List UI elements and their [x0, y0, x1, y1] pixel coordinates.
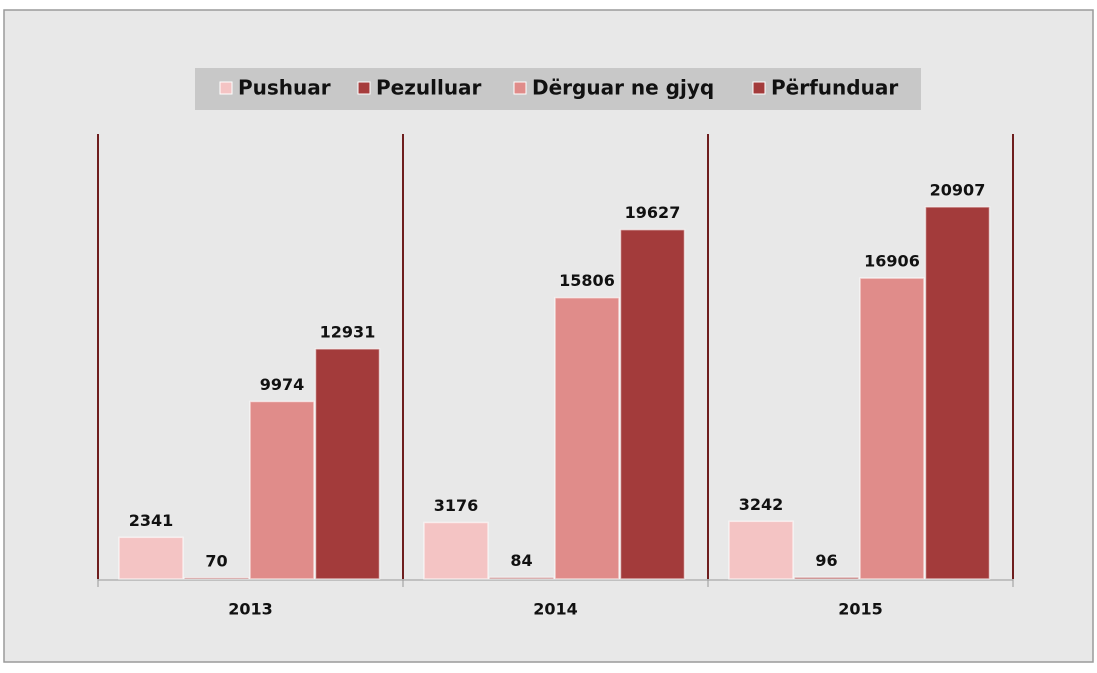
- value-label: 70: [205, 551, 227, 570]
- bar: [793, 576, 860, 580]
- legend-label: Pezulluar: [376, 76, 482, 100]
- legend-swatch: [219, 81, 233, 95]
- value-label: 20907: [930, 180, 986, 199]
- legend-swatch: [357, 81, 371, 95]
- value-label: 19627: [625, 203, 681, 222]
- bar: [924, 206, 991, 580]
- value-label: 96: [815, 551, 837, 570]
- bar: [118, 536, 184, 580]
- value-label: 12931: [320, 322, 376, 341]
- x-tick-label: 2014: [533, 600, 578, 619]
- bar: [554, 296, 620, 580]
- value-label: 3176: [434, 496, 479, 515]
- legend-label: Përfunduar: [771, 76, 898, 100]
- bar: [859, 277, 925, 580]
- value-label: 2341: [129, 511, 174, 530]
- bar: [728, 520, 794, 580]
- bar: [423, 521, 489, 580]
- bar: [314, 348, 381, 580]
- legend-label: Dërguar ne gjyq: [532, 76, 714, 100]
- x-tick-label: 2013: [228, 600, 273, 619]
- legend-swatch: [513, 81, 527, 95]
- legend-box: [195, 68, 921, 110]
- bar: [488, 576, 555, 580]
- x-tick-label: 2015: [838, 600, 883, 619]
- legend-swatch: [752, 81, 766, 95]
- value-label: 15806: [559, 271, 615, 290]
- legend-label: Pushuar: [238, 76, 331, 100]
- value-label: 84: [510, 551, 532, 570]
- bar: [249, 400, 315, 580]
- bar: [183, 577, 250, 580]
- value-label: 3242: [739, 495, 784, 514]
- value-label: 16906: [864, 252, 920, 271]
- bar: [619, 228, 686, 580]
- value-label: 9974: [260, 375, 305, 394]
